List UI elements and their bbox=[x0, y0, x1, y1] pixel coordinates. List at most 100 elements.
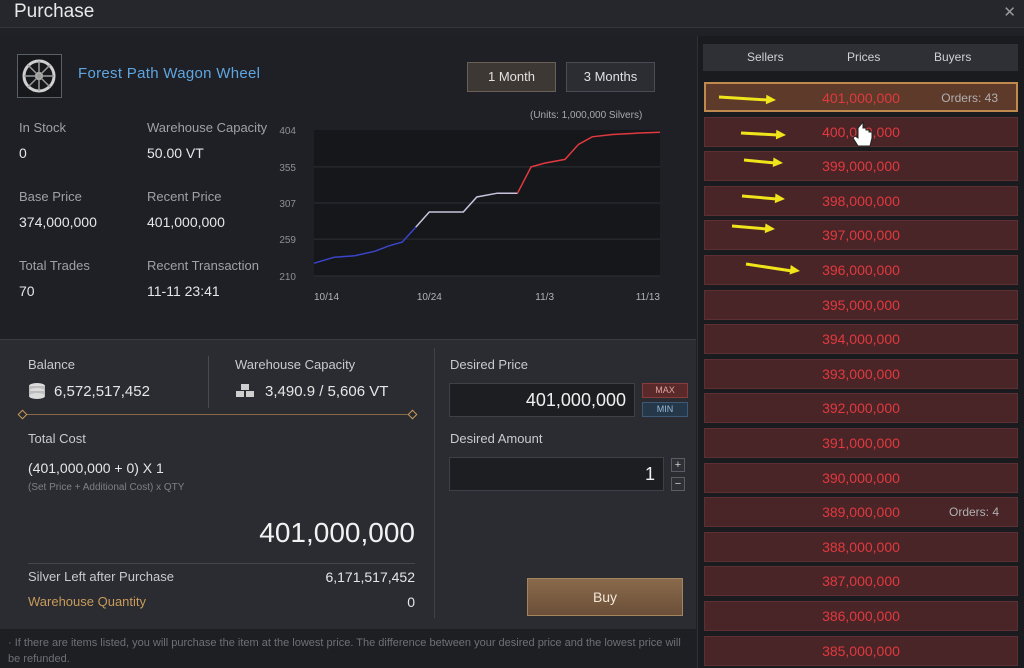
market-row-price: 394,000,000 bbox=[822, 331, 900, 348]
recent-transaction-value: 11-11 23:41 bbox=[147, 283, 220, 299]
price-history-chart: 404 355 307 259 210 10/14 10/24 11/3 11/13 bbox=[279, 126, 661, 303]
chart-y-tick: 404 bbox=[279, 126, 296, 137]
silver-left-value: 6,171,517,452 bbox=[325, 569, 415, 585]
chart-series-line-low bbox=[313, 226, 417, 264]
market-row[interactable]: 397,000,000 bbox=[704, 220, 1018, 251]
chart-y-tick: 355 bbox=[279, 163, 296, 174]
market-row-price: 401,000,000 bbox=[822, 90, 900, 106]
market-row[interactable]: 394,000,000 bbox=[704, 324, 1018, 355]
total-cost-label: Total Cost bbox=[28, 431, 86, 446]
market-row[interactable]: 395,000,000 bbox=[704, 289, 1018, 320]
market-row[interactable]: 387,000,000 bbox=[704, 566, 1018, 597]
buyers-column-header[interactable]: Buyers bbox=[934, 50, 972, 64]
market-row-price: 391,000,000 bbox=[822, 435, 900, 451]
total-trades-value: 70 bbox=[19, 283, 35, 299]
market-row[interactable]: 400,000,000 bbox=[704, 116, 1018, 147]
market-row[interactable]: 389,000,000 Orders: 4 bbox=[704, 497, 1018, 528]
market-row-price: 386,000,000 bbox=[822, 608, 900, 624]
market-row-orders: Orders: 4 bbox=[948, 505, 999, 520]
market-row[interactable]: 391,000,000 bbox=[704, 428, 1018, 458]
footer: · If there are items listed, you will pu… bbox=[0, 629, 696, 668]
desired-amount-input[interactable]: 1 bbox=[449, 457, 664, 491]
decrease-amount-button[interactable]: − bbox=[671, 477, 685, 491]
market-row[interactable]: 385,000,000 bbox=[704, 635, 1018, 666]
silver-coins-icon bbox=[29, 383, 45, 399]
panel-divider bbox=[434, 348, 435, 618]
cost-divider bbox=[28, 563, 415, 564]
cost-formula-note: (Set Price + Additional Cost) x QTY bbox=[28, 482, 185, 493]
total-trades-label: Total Trades bbox=[19, 258, 90, 273]
market-row-price: 399,000,000 bbox=[822, 158, 900, 175]
prices-column-header[interactable]: Prices bbox=[847, 50, 881, 64]
balance-value: 6,572,517,452 bbox=[54, 383, 150, 400]
chart-series-line-mid bbox=[415, 192, 518, 228]
chart-x-tick: 10/24 bbox=[417, 292, 442, 303]
base-price-value: 374,000,000 bbox=[19, 214, 97, 230]
base-price-label: Base Price bbox=[19, 189, 82, 204]
balance-label: Balance bbox=[28, 357, 75, 372]
refund-note: · If there are items listed, you will pu… bbox=[8, 637, 681, 665]
chart-units-note: (Units: 1,000,000 Silvers) bbox=[530, 110, 643, 121]
market-row-price: 400,000,000 bbox=[822, 123, 900, 140]
chart-y-tick: 210 bbox=[279, 272, 296, 283]
market-row[interactable]: 388,000,000 bbox=[704, 531, 1018, 562]
market-row-price: 385,000,000 bbox=[822, 642, 900, 659]
market-row[interactable]: 396,000,000 bbox=[704, 255, 1018, 285]
warehouse-quantity-label: Warehouse Quantity bbox=[28, 594, 147, 609]
sellers-column-header[interactable]: Sellers bbox=[747, 50, 784, 64]
cost-formula: (401,000,000 + 0) X 1 bbox=[28, 460, 164, 476]
close-icon[interactable]: ✕ bbox=[1003, 4, 1016, 21]
increase-amount-button[interactable]: + bbox=[671, 458, 685, 472]
market-row-price: 387,000,000 bbox=[822, 573, 900, 590]
item-name[interactable]: Forest Path Wagon Wheel bbox=[78, 65, 261, 82]
min-price-button[interactable]: MIN bbox=[642, 402, 688, 417]
warehouse-capacity-summary-value: 3,490.9 / 5,606 VT bbox=[265, 383, 389, 400]
market-row-price: 392,000,000 bbox=[822, 400, 900, 417]
chart-y-tick: 259 bbox=[279, 235, 296, 246]
market-row-price: 390,000,000 bbox=[822, 469, 900, 486]
ornament-divider bbox=[22, 414, 414, 415]
tab-1-month[interactable]: 1 Month bbox=[467, 62, 556, 92]
chart-y-tick: 307 bbox=[279, 199, 296, 210]
total-cost-value: 401,000,000 bbox=[259, 517, 415, 548]
market-header: Sellers Prices Buyers bbox=[703, 44, 1018, 71]
in-stock-value: 0 bbox=[19, 145, 27, 161]
market-row-price: 398,000,000 bbox=[822, 192, 900, 209]
desired-price-input[interactable]: 401,000,000 bbox=[449, 383, 635, 417]
market-row-price: 388,000,000 bbox=[822, 538, 900, 555]
recent-price-label: Recent Price bbox=[147, 189, 222, 204]
window-title: Purchase bbox=[14, 1, 95, 22]
market-row-orders: Orders: 43 bbox=[941, 91, 998, 105]
market-row-price: 396,000,000 bbox=[822, 262, 900, 278]
warehouse-capacity-label: Warehouse Capacity bbox=[147, 120, 268, 135]
buy-button[interactable]: Buy bbox=[527, 578, 683, 616]
chart-x-tick: 11/13 bbox=[636, 292, 661, 303]
warehouse-quantity-value: 0 bbox=[407, 594, 415, 610]
recent-price-value: 401,000,000 bbox=[147, 214, 225, 230]
chart-x-tick: 11/3 bbox=[535, 292, 554, 303]
market-row-price: 393,000,000 bbox=[822, 365, 900, 382]
silver-left-label: Silver Left after Purchase bbox=[28, 569, 174, 584]
chart-series-line-high bbox=[516, 131, 661, 194]
market-row[interactable]: 390,000,000 bbox=[704, 462, 1018, 493]
max-price-button[interactable]: MAX bbox=[642, 383, 688, 398]
recent-transaction-label: Recent Transaction bbox=[147, 258, 260, 273]
market-row[interactable]: 393,000,000 bbox=[704, 358, 1018, 389]
title-bar: Purchase ✕ bbox=[0, 0, 1024, 28]
market-row[interactable]: 398,000,000 bbox=[704, 185, 1018, 216]
market-row[interactable]: 392,000,000 bbox=[704, 393, 1018, 424]
warehouse-capacity-value: 50.00 VT bbox=[147, 145, 204, 161]
market-row-price: 397,000,000 bbox=[822, 227, 900, 244]
market-row[interactable]: 401,000,000 Orders: 43 bbox=[704, 82, 1018, 112]
market-row[interactable]: 399,000,000 bbox=[704, 151, 1018, 182]
warehouse-capacity-summary-label: Warehouse Capacity bbox=[235, 357, 356, 372]
tab-3-months[interactable]: 3 Months bbox=[566, 62, 655, 92]
divider bbox=[208, 356, 209, 408]
desired-amount-label: Desired Amount bbox=[450, 431, 543, 446]
chart-x-tick: 10/14 bbox=[314, 292, 339, 303]
warehouse-crates-icon bbox=[236, 384, 254, 397]
market-row-price: 395,000,000 bbox=[822, 296, 900, 313]
market-row-price: 389,000,000 bbox=[822, 504, 900, 521]
market-row[interactable]: 386,000,000 bbox=[704, 601, 1018, 631]
